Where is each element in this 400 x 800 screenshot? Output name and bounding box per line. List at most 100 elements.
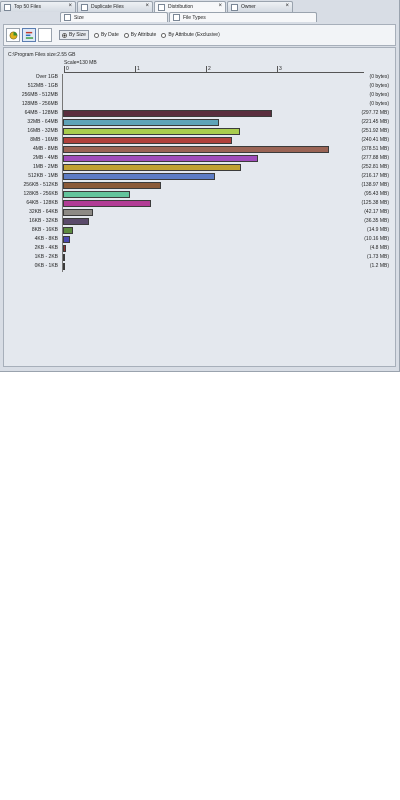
bar-row[interactable]: 16MB - 32MB (251.92 MB) bbox=[4, 128, 395, 135]
radio-dot bbox=[161, 32, 167, 38]
bar-row[interactable]: 4MB - 8MB (378.51 MB) bbox=[4, 146, 395, 153]
app-window: Top 50 Files × Duplicate Files × Distributio… bbox=[0, 0, 400, 372]
bar[interactable] bbox=[63, 254, 65, 261]
option-by-date[interactable]: By Date bbox=[93, 32, 119, 38]
value-label: (0 bytes) bbox=[369, 83, 389, 89]
tab-file-types[interactable]: File Types bbox=[169, 12, 317, 22]
bar-row[interactable]: 128KB - 256KB (95.43 MB) bbox=[4, 191, 395, 198]
close-icon[interactable]: × bbox=[218, 3, 222, 9]
bar-row[interactable]: 64KB - 128KB (125.38 MB) bbox=[4, 200, 395, 207]
value-label: (216.17 MB) bbox=[361, 173, 389, 179]
scale-tick: 3 bbox=[277, 66, 282, 72]
bar[interactable] bbox=[63, 137, 232, 144]
user-icon bbox=[231, 3, 238, 11]
value-label: (378.51 MB) bbox=[361, 146, 389, 152]
radio-dot bbox=[123, 32, 129, 38]
pie-chart-icon bbox=[9, 31, 17, 39]
bar[interactable] bbox=[63, 245, 67, 252]
tab-size[interactable]: Size bbox=[60, 12, 168, 22]
category-label: 0KB - 1KB bbox=[34, 263, 58, 269]
bar[interactable] bbox=[63, 173, 215, 180]
bar[interactable] bbox=[63, 155, 259, 162]
bar[interactable] bbox=[63, 164, 241, 171]
bar-row[interactable]: 1KB - 2KB (1.73 MB) bbox=[4, 254, 395, 261]
value-label: (36.35 MB) bbox=[364, 218, 389, 224]
tab-label: Owner bbox=[241, 4, 256, 10]
value-label: (95.43 MB) bbox=[364, 191, 389, 197]
tab-owner[interactable]: Owner × bbox=[227, 1, 293, 12]
category-label: 64KB - 128KB bbox=[26, 200, 58, 206]
bar-row[interactable]: 256MB - 512MB (0 bytes) bbox=[4, 92, 395, 99]
option-by-attribute[interactable]: By Attribute bbox=[123, 32, 157, 38]
bar[interactable] bbox=[63, 236, 71, 243]
category-label: 32MB - 64MB bbox=[27, 119, 58, 125]
category-label: 4MB - 8MB bbox=[32, 146, 58, 152]
bar-row[interactable]: 256KB - 512KB (138.97 MB) bbox=[4, 182, 395, 189]
bar[interactable] bbox=[63, 191, 131, 198]
bar-row[interactable]: 128MB - 256MB (0 bytes) bbox=[4, 101, 395, 108]
scale-tick: 2 bbox=[206, 66, 211, 72]
bar-row[interactable]: 64MB - 128MB (297.72 MB) bbox=[4, 110, 395, 117]
pie-view-button[interactable] bbox=[6, 28, 20, 42]
bar[interactable] bbox=[63, 128, 240, 135]
bar[interactable] bbox=[63, 119, 219, 126]
tab-top-50-files[interactable]: Top 50 Files × bbox=[0, 1, 76, 12]
category-label: 256KB - 512KB bbox=[23, 182, 58, 188]
tab-label: Size bbox=[74, 14, 84, 21]
tab-label: File Types bbox=[183, 14, 206, 21]
tab-duplicate-files[interactable]: Duplicate Files × bbox=[77, 1, 153, 12]
bar[interactable] bbox=[63, 146, 329, 153]
bar[interactable] bbox=[63, 218, 89, 225]
option-by-attribute-exclusive[interactable]: By Attribute (Exclusive) bbox=[161, 32, 220, 38]
bar[interactable] bbox=[63, 209, 93, 216]
bar-chart-icon bbox=[25, 31, 33, 39]
option-label: By Date bbox=[100, 32, 119, 38]
close-icon[interactable]: × bbox=[285, 3, 289, 9]
close-icon[interactable]: × bbox=[68, 3, 72, 9]
close-icon[interactable]: × bbox=[145, 3, 149, 9]
value-label: (240.41 MB) bbox=[361, 137, 389, 143]
blank-view-button[interactable] bbox=[38, 28, 52, 42]
category-label: 16KB - 32KB bbox=[29, 218, 58, 224]
bar-row[interactable]: 0KB - 1KB (1.2 MB) bbox=[4, 263, 395, 270]
bar-row[interactable]: 2KB - 4KB (4.8 MB) bbox=[4, 245, 395, 252]
value-label: (14.9 MB) bbox=[367, 227, 389, 233]
bar[interactable] bbox=[63, 263, 65, 270]
bar-row[interactable]: 512KB - 1MB (216.17 MB) bbox=[4, 173, 395, 180]
tab-bar-bottom: Size File Types bbox=[0, 12, 400, 22]
option-by-size[interactable]: By Size bbox=[59, 30, 89, 40]
bar[interactable] bbox=[63, 227, 74, 234]
scale-label: Scale=130 MB bbox=[64, 60, 97, 66]
bar-row[interactable]: 16KB - 32KB (36.35 MB) bbox=[4, 218, 395, 225]
value-label: (4.8 MB) bbox=[369, 245, 389, 251]
bar[interactable] bbox=[63, 110, 273, 117]
bar-row[interactable]: 2MB - 4MB (277.88 MB) bbox=[4, 155, 395, 162]
bar[interactable] bbox=[63, 200, 152, 207]
value-label: (277.88 MB) bbox=[361, 155, 389, 161]
bar-row[interactable]: 8KB - 16KB (14.9 MB) bbox=[4, 227, 395, 234]
category-label: 2MB - 4MB bbox=[32, 155, 58, 161]
size-icon bbox=[64, 14, 71, 21]
bar-view-button[interactable] bbox=[22, 28, 36, 42]
radio-dot bbox=[62, 32, 67, 38]
bar[interactable] bbox=[63, 182, 161, 189]
bar-row[interactable]: 4KB - 8KB (10.16 MB) bbox=[4, 236, 395, 243]
radio-dot bbox=[93, 32, 99, 38]
tab-bar-top: Top 50 Files × Duplicate Files × Distributio… bbox=[0, 1, 400, 12]
bar-axis-line bbox=[62, 74, 63, 272]
bar-row[interactable]: 8MB - 16MB (240.41 MB) bbox=[4, 137, 395, 144]
distribution-chart: C:\Program Files size:2.55 GB Scale=130 … bbox=[3, 47, 396, 367]
option-label: By Attribute bbox=[130, 32, 157, 38]
scale-tick: 1 bbox=[135, 66, 140, 72]
bar-row[interactable]: 32MB - 64MB (221.45 MB) bbox=[4, 119, 395, 126]
category-label: 512KB - 1MB bbox=[28, 173, 58, 179]
bar-row[interactable]: 512MB - 1GB (0 bytes) bbox=[4, 83, 395, 90]
category-label: 256MB - 512MB bbox=[21, 92, 58, 98]
bar-row[interactable]: Over 1GB (0 bytes) bbox=[4, 74, 395, 81]
category-label: 8MB - 16MB bbox=[30, 137, 58, 143]
bar-row[interactable]: 1MB - 2MB (252.81 MB) bbox=[4, 164, 395, 171]
bar-row[interactable]: 32KB - 64KB (42.17 MB) bbox=[4, 209, 395, 216]
category-label: 512MB - 1GB bbox=[27, 83, 58, 89]
value-label: (0 bytes) bbox=[369, 92, 389, 98]
tab-distribution[interactable]: Distribution × bbox=[154, 1, 226, 12]
